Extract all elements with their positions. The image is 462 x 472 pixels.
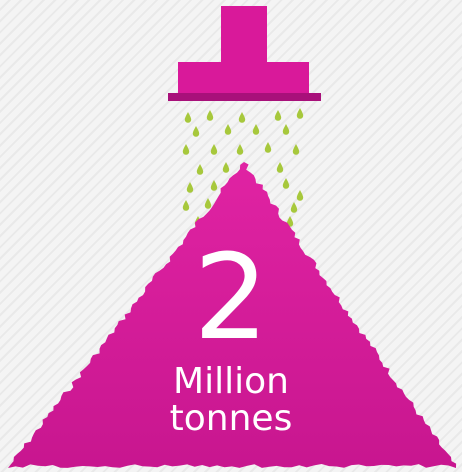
spout-head (178, 62, 309, 94)
water-drop (264, 142, 272, 153)
figure-number: 2 (193, 228, 269, 366)
pile-icon (8, 162, 457, 468)
water-drop (292, 144, 300, 155)
water-drop (276, 162, 284, 173)
figure-unit-line-2: tonnes (169, 398, 293, 439)
shower-head-icon (168, 6, 321, 101)
water-drop (186, 182, 194, 193)
water-drop (282, 124, 290, 135)
water-drop (236, 144, 244, 155)
water-drop (238, 112, 246, 123)
water-drop (210, 144, 218, 155)
figure-unit-line-1: Million (173, 361, 289, 402)
water-drop (296, 190, 304, 201)
water-drop (196, 164, 204, 175)
water-drop (222, 162, 230, 173)
water-drop (224, 124, 232, 135)
water-drop (290, 202, 298, 213)
spout-stem (221, 6, 267, 66)
water-drop (204, 198, 212, 209)
spout-rim (168, 93, 321, 101)
water-drop (182, 200, 190, 211)
water-drop (182, 144, 190, 155)
water-drop (206, 110, 214, 121)
water-drop (192, 126, 200, 137)
water-drop (210, 180, 218, 191)
water-drop (296, 108, 304, 119)
water-drop (252, 124, 260, 135)
water-drop (282, 178, 290, 189)
water-drop (286, 216, 294, 227)
water-drop (274, 110, 282, 121)
water-drop (184, 112, 192, 123)
